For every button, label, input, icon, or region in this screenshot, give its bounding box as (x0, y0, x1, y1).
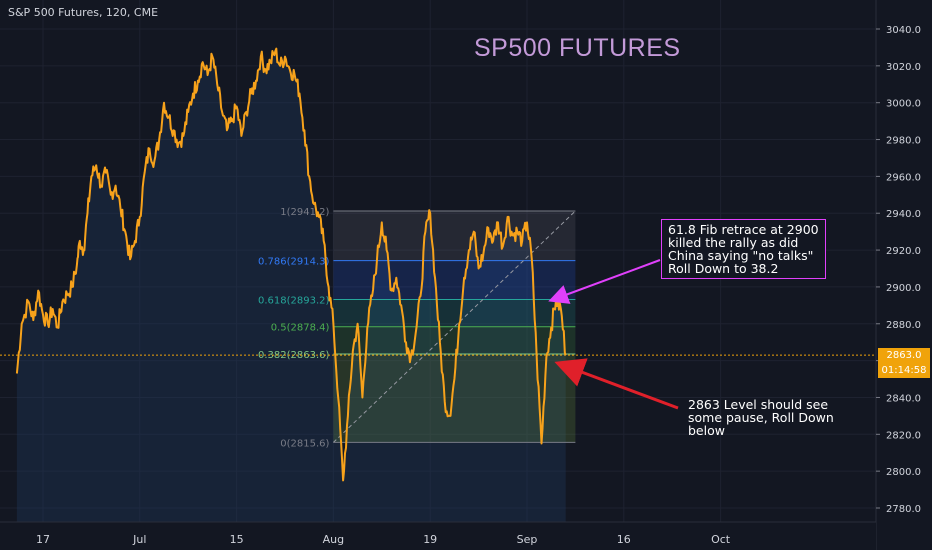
time-axis[interactable] (0, 522, 876, 550)
price-axis[interactable] (876, 0, 932, 550)
y-tick-label: 2820.0 (886, 430, 921, 441)
fib-note-line: killed the rally as did (668, 235, 799, 250)
x-tick-label: Jul (132, 533, 146, 546)
y-tick-label: 2840.0 (886, 393, 921, 404)
fib-note-box[interactable]: 61.8 Fib retrace at 2900 killed the rall… (661, 219, 826, 279)
fib-note-line: China saying "no talks" (668, 248, 814, 263)
x-tick-label: 16 (617, 533, 631, 546)
fib-note-arrow (548, 259, 661, 304)
fib-level-label: 1(2941.2) (280, 207, 329, 218)
fib-zone (333, 326, 576, 354)
y-tick-label: 3000.0 (886, 99, 921, 110)
fib-note-line: Roll Down to 38.2 (668, 261, 779, 276)
x-tick-label: 19 (423, 533, 437, 546)
x-tick-label: Aug (323, 533, 344, 546)
y-tick-label: 3020.0 (886, 62, 921, 73)
x-tick-label: 17 (36, 533, 50, 546)
y-tick-label: 2900.0 (886, 283, 921, 294)
symbol-header: S&P 500 Futures, 120, CME (8, 6, 159, 19)
y-tick-label: 2920.0 (886, 246, 921, 257)
y-tick-label: 2940.0 (886, 209, 921, 220)
level-note-line: 2863 Level should see (688, 397, 829, 412)
x-tick-label: 15 (230, 533, 244, 546)
y-tick-label: 2780.0 (886, 504, 921, 515)
level-note-line: some pause, Roll Down (688, 410, 834, 425)
y-tick-label: 3040.0 (886, 25, 921, 36)
price-area (16, 51, 566, 522)
y-tick-label: 2980.0 (886, 136, 921, 147)
fib-zone (333, 211, 576, 261)
last-price-tag: 2863.0 (878, 348, 930, 364)
x-tick-label: Oct (711, 533, 731, 546)
price-line (15, 47, 567, 482)
fib-level-label: 0.5(2878.4) (271, 323, 330, 334)
level-note-line: below (688, 423, 725, 438)
chart-annotation-title: SP500 FUTURES (474, 34, 681, 62)
level-note[interactable]: 2863 Level should see some pause, Roll D… (688, 398, 834, 437)
countdown-tag: 01:14:58 (878, 363, 930, 379)
fib-level-label: 0.618(2893.2) (258, 295, 330, 306)
level-note-arrow (554, 358, 679, 410)
y-tick-label: 2800.0 (886, 467, 921, 478)
fib-level-label: 0.786(2914.3) (258, 257, 330, 268)
y-tick-label: 2960.0 (886, 172, 921, 183)
y-tick-label: 2880.0 (886, 320, 921, 331)
fib-zone (333, 260, 576, 300)
fib-note-line: 61.8 Fib retrace at 2900 (668, 222, 819, 237)
x-tick-label: Sep (517, 533, 538, 546)
fib-level-label: 0(2815.6) (280, 438, 329, 449)
